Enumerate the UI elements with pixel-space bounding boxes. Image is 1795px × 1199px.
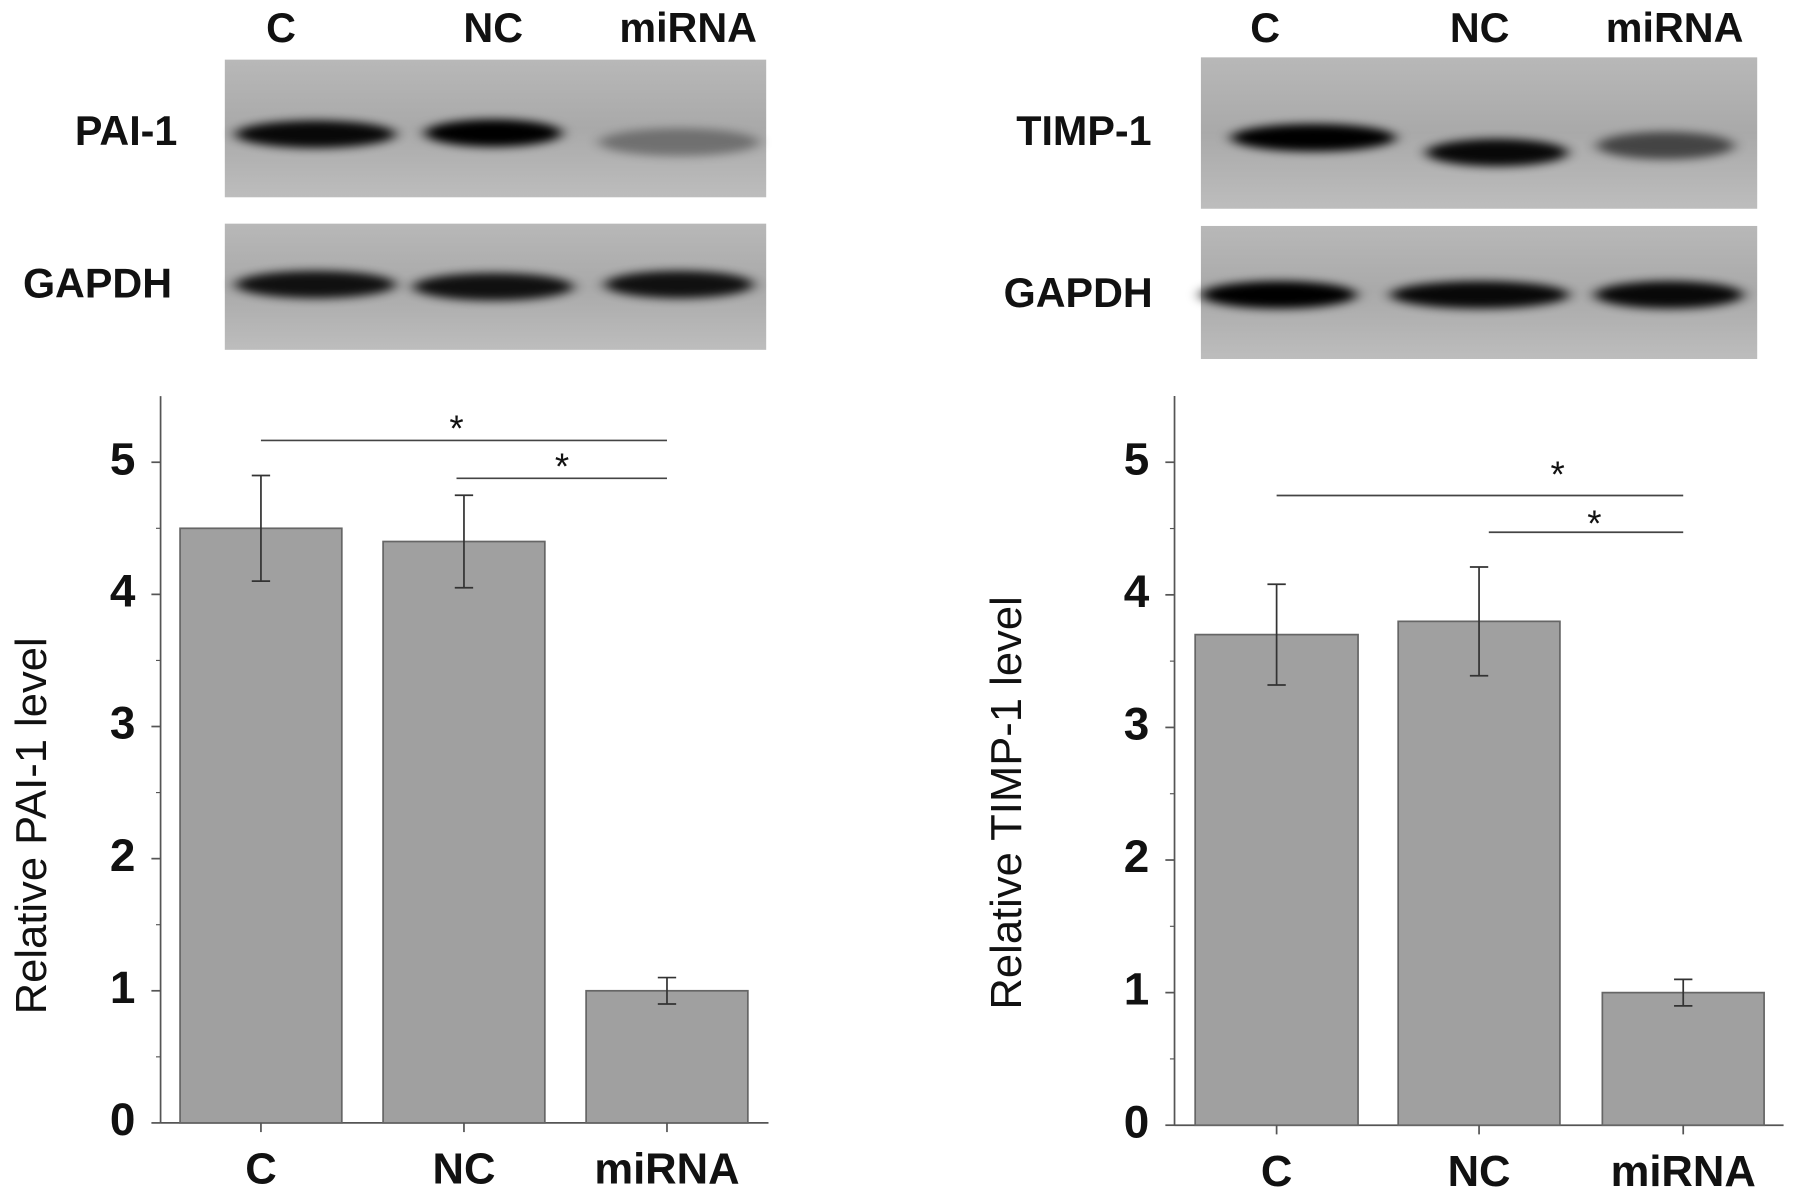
bar: [585, 989, 749, 1124]
x-tick-label: NC: [1448, 1148, 1511, 1196]
blot-band: [1200, 281, 1357, 309]
bar: [382, 540, 546, 1124]
lane-label: C: [266, 5, 296, 51]
x-tick-label: miRNA: [1611, 1148, 1756, 1196]
y-tick-label: 4: [110, 564, 136, 616]
bar: [1601, 991, 1765, 1127]
blot-band: [424, 119, 563, 147]
y-tick-label: 5: [110, 432, 136, 484]
blot-band: [1425, 138, 1568, 167]
significance-star: *: [555, 446, 569, 487]
panel: C NC miRNA PAI-1 GAPDH 0 1 2 3 4 5 Relative PAI-1 l…: [8, 5, 769, 1194]
blot-row-label: PAI-1: [75, 108, 177, 154]
y-tick-label: 3: [1124, 698, 1150, 750]
bar: [1397, 620, 1561, 1127]
blot-row-label: GAPDH: [1004, 270, 1153, 316]
x-tick-label: miRNA: [594, 1146, 739, 1194]
x-tick-label: NC: [432, 1146, 495, 1194]
lane-label: miRNA: [619, 5, 757, 51]
y-tick-label: 0: [1124, 1095, 1150, 1147]
significance-star: *: [1550, 454, 1564, 495]
lane-label: NC: [1450, 5, 1510, 51]
blot-band: [1594, 281, 1744, 309]
bar: [179, 527, 343, 1124]
blot-band: [412, 272, 574, 301]
figure-body: C NC miRNA PAI-1 GAPDH 0 1 2 3 4 5 Relative PAI-1 l…: [8, 5, 1784, 1196]
blot-band: [604, 270, 754, 299]
y-tick-label: 2: [110, 829, 136, 881]
blot-row-label: GAPDH: [23, 261, 172, 307]
y-tick-label: 5: [1124, 432, 1150, 484]
blot-band: [598, 128, 760, 156]
significance-star: *: [449, 408, 463, 449]
y-axis-label: Relative PAI-1 level: [8, 637, 56, 1014]
lane-label: miRNA: [1606, 5, 1744, 51]
blot-band: [1596, 131, 1735, 160]
blot-band: [235, 270, 396, 299]
lane-label: C: [1250, 5, 1280, 51]
y-tick-label: 4: [1124, 565, 1150, 617]
y-tick-label: 2: [1124, 830, 1150, 882]
x-tick-label: C: [1261, 1148, 1292, 1196]
lane-label: NC: [463, 5, 523, 51]
blot-band: [235, 120, 396, 148]
significance-star: *: [1587, 503, 1601, 544]
blot-row-label: TIMP-1: [1016, 108, 1151, 154]
x-tick-label: C: [245, 1146, 276, 1194]
y-axis-label: Relative TIMP-1 level: [983, 596, 1031, 1009]
y-tick-label: 3: [110, 697, 136, 749]
blot-band: [1230, 123, 1396, 152]
y-tick-label: 0: [110, 1093, 136, 1145]
panel: C NC miRNA TIMP-1 GAPDH 0 1 2 3 4 5 Relative TIMP-1…: [983, 5, 1784, 1196]
bar: [1194, 633, 1359, 1127]
blot-band: [1390, 281, 1570, 309]
y-tick-label: 1: [1124, 963, 1150, 1015]
y-tick-label: 1: [110, 961, 136, 1013]
